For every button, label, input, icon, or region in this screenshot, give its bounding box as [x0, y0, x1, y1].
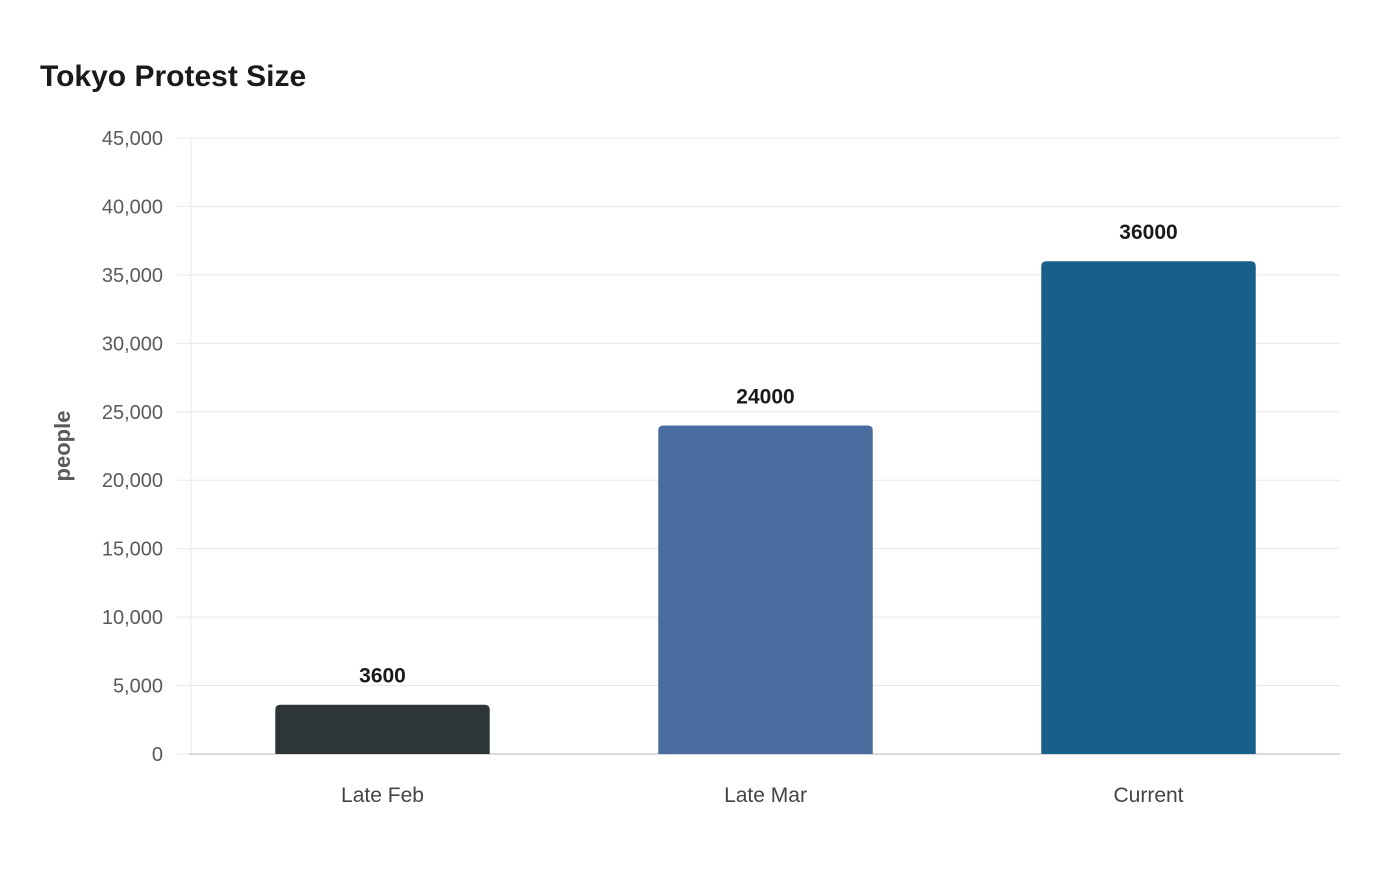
bar — [1041, 261, 1256, 754]
y-axis-label: people — [50, 411, 75, 482]
bar — [658, 425, 873, 754]
bar-value-label: 3600 — [359, 665, 406, 688]
y-tick-label: 40,000 — [102, 196, 163, 218]
label-layer: 3600 Late Feb 24000 Late Mar 36000 Current — [341, 221, 1184, 807]
x-tick-label: Late Mar — [724, 784, 807, 807]
y-tick-label: 45,000 — [102, 128, 163, 150]
bar-value-label: 24000 — [736, 385, 794, 408]
bar — [275, 704, 490, 754]
y-tick-label: 35,000 — [102, 265, 163, 287]
chart-title: Tokyo Protest Size — [40, 60, 307, 93]
bar-layer — [275, 261, 1256, 754]
bar-value-label: 36000 — [1119, 221, 1177, 244]
y-tick-label: 5,000 — [113, 676, 163, 698]
y-tick-label: 0 — [152, 744, 163, 766]
y-tick-label: 10,000 — [102, 607, 163, 629]
x-tick-label: Late Feb — [341, 784, 424, 807]
y-tick-label: 15,000 — [102, 539, 163, 561]
y-tick-label: 20,000 — [102, 470, 163, 492]
x-tick-label: Current — [1113, 784, 1183, 807]
y-tick-label: 30,000 — [102, 333, 163, 355]
y-tick-label: 25,000 — [102, 402, 163, 424]
